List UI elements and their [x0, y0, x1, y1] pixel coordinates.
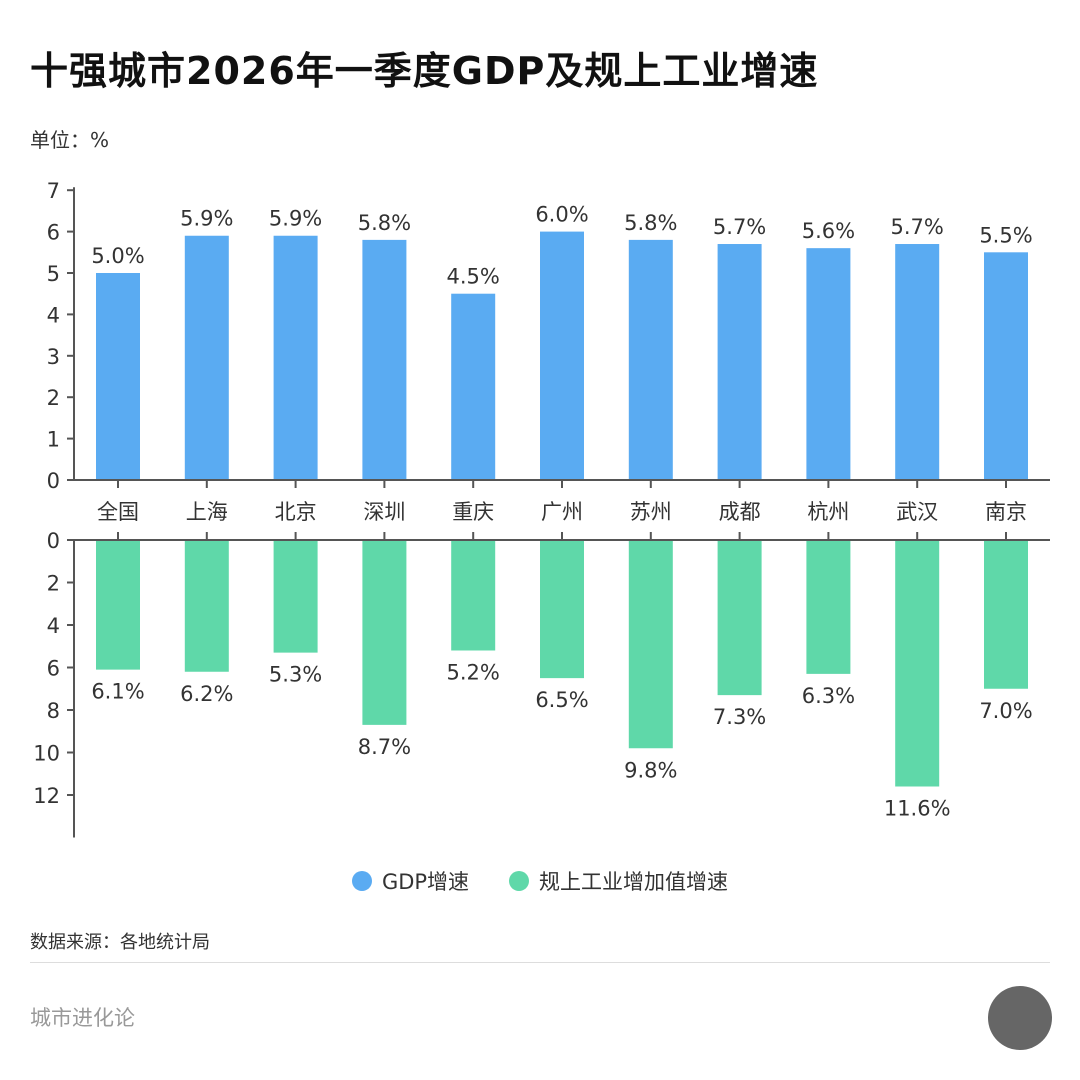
- y-tick-label: 4: [47, 614, 60, 638]
- x-tick-label: 苏州: [630, 500, 672, 524]
- industry-data-label: 7.3%: [713, 705, 766, 729]
- gdp-data-label: 5.9%: [180, 207, 233, 231]
- industry-data-label: 6.5%: [535, 688, 588, 712]
- chart-title: 十强城市2026年一季度GDP及规上工业增速: [30, 49, 819, 93]
- industry-data-label: 6.3%: [802, 684, 855, 708]
- y-tick-label: 6: [47, 657, 60, 681]
- gdp-bar: [540, 231, 584, 480]
- industry-bar: [895, 540, 940, 787]
- industry-data-label: 5.3%: [269, 663, 322, 687]
- divider: [30, 962, 1050, 963]
- industry-data-label: 7.0%: [979, 699, 1032, 723]
- x-tick-label: 上海: [186, 500, 228, 524]
- x-tick-label: 杭州: [807, 500, 849, 524]
- x-tick-label: 南京: [985, 500, 1027, 524]
- y-tick-label: 2: [47, 386, 60, 410]
- y-tick-label: 3: [47, 345, 60, 369]
- gdp-data-label: 5.7%: [713, 215, 766, 239]
- x-tick-label: 北京: [275, 500, 317, 524]
- y-tick-label: 5: [47, 262, 60, 286]
- gdp-data-label: 5.7%: [891, 215, 944, 239]
- gdp-data-label: 4.5%: [447, 265, 500, 289]
- gdp-data-label: 5.9%: [269, 207, 322, 231]
- gdp-data-label: 5.0%: [91, 244, 144, 268]
- x-tick-label: 重庆: [452, 500, 494, 524]
- gdp-bar: [806, 248, 851, 480]
- industry-data-label: 6.1%: [91, 680, 144, 704]
- gdp-bar: [717, 244, 762, 480]
- y-tick-label: 0: [47, 529, 60, 553]
- x-tick-label: 广州: [541, 500, 583, 524]
- gdp-data-label: 5.8%: [624, 211, 677, 235]
- y-tick-label: 6: [47, 221, 60, 245]
- gdp-bar: [895, 244, 940, 480]
- industry-bar: [806, 540, 851, 674]
- legend-label-gdp: GDP增速: [381, 870, 470, 894]
- gdp-bar: [96, 273, 140, 480]
- brand-logo: [988, 986, 1052, 1050]
- industry-bar: [362, 540, 407, 725]
- y-tick-label: 4: [47, 303, 60, 327]
- legend-label-industry: 规上工业增加值增速: [539, 870, 729, 894]
- industry-bar: [540, 540, 584, 679]
- y-tick-label: 8: [47, 699, 60, 723]
- gdp-data-label: 5.6%: [802, 219, 855, 243]
- legend-swatch-gdp: [351, 871, 372, 891]
- legend: GDP增速 规上工业增加值增速: [0, 866, 1080, 896]
- industry-bar: [273, 540, 318, 653]
- industry-bar: [184, 540, 229, 672]
- legend-item-industry: 规上工业增加值增速: [509, 866, 728, 896]
- y-tick-label: 10: [33, 742, 60, 766]
- y-tick-label: 2: [47, 572, 60, 596]
- industry-data-label: 9.8%: [624, 758, 677, 782]
- gdp-data-label: 5.5%: [979, 223, 1032, 247]
- y-tick-label: 7: [47, 179, 60, 203]
- industry-bar: [628, 540, 673, 749]
- industry-bar: [717, 540, 762, 696]
- x-tick-label: 全国: [97, 500, 139, 524]
- data-source: 数据来源：各地统计局: [30, 932, 210, 953]
- x-tick-label: 成都: [719, 500, 761, 524]
- brand-name: 城市进化论: [30, 1006, 135, 1030]
- gdp-bar: [362, 239, 407, 480]
- gdp-data-label: 5.8%: [358, 211, 411, 235]
- industry-bar: [96, 540, 140, 670]
- industry-data-label: 6.2%: [180, 682, 233, 706]
- chart-area: 5.0% 全国 5.9% 上海 5.9% 北京 5.8% 深圳 4.5% 重庆 6.0% 广州 5.8%…: [33, 179, 1050, 838]
- gdp-bar: [451, 293, 496, 480]
- y-tick-label: 0: [47, 469, 60, 493]
- industry-data-label: 8.7%: [358, 735, 411, 759]
- gdp-bar: [628, 239, 673, 480]
- industry-data-label: 5.2%: [447, 661, 500, 685]
- industry-data-label: 11.6%: [884, 797, 951, 821]
- industry-bar: [984, 540, 1028, 689]
- industry-bar: [451, 540, 496, 651]
- legend-swatch-industry: [509, 871, 530, 891]
- y-tick-label: 12: [33, 784, 60, 808]
- x-tick-label: 深圳: [363, 500, 405, 524]
- gdp-bar: [273, 235, 318, 480]
- x-tick-label: 武汉: [896, 500, 938, 524]
- legend-item-gdp: GDP增速: [351, 866, 470, 896]
- y-tick-label: 1: [47, 428, 60, 452]
- unit-label: 单位：%: [30, 128, 110, 152]
- gdp-data-label: 6.0%: [535, 203, 588, 227]
- gdp-bar: [184, 235, 229, 480]
- gdp-bar: [984, 252, 1028, 480]
